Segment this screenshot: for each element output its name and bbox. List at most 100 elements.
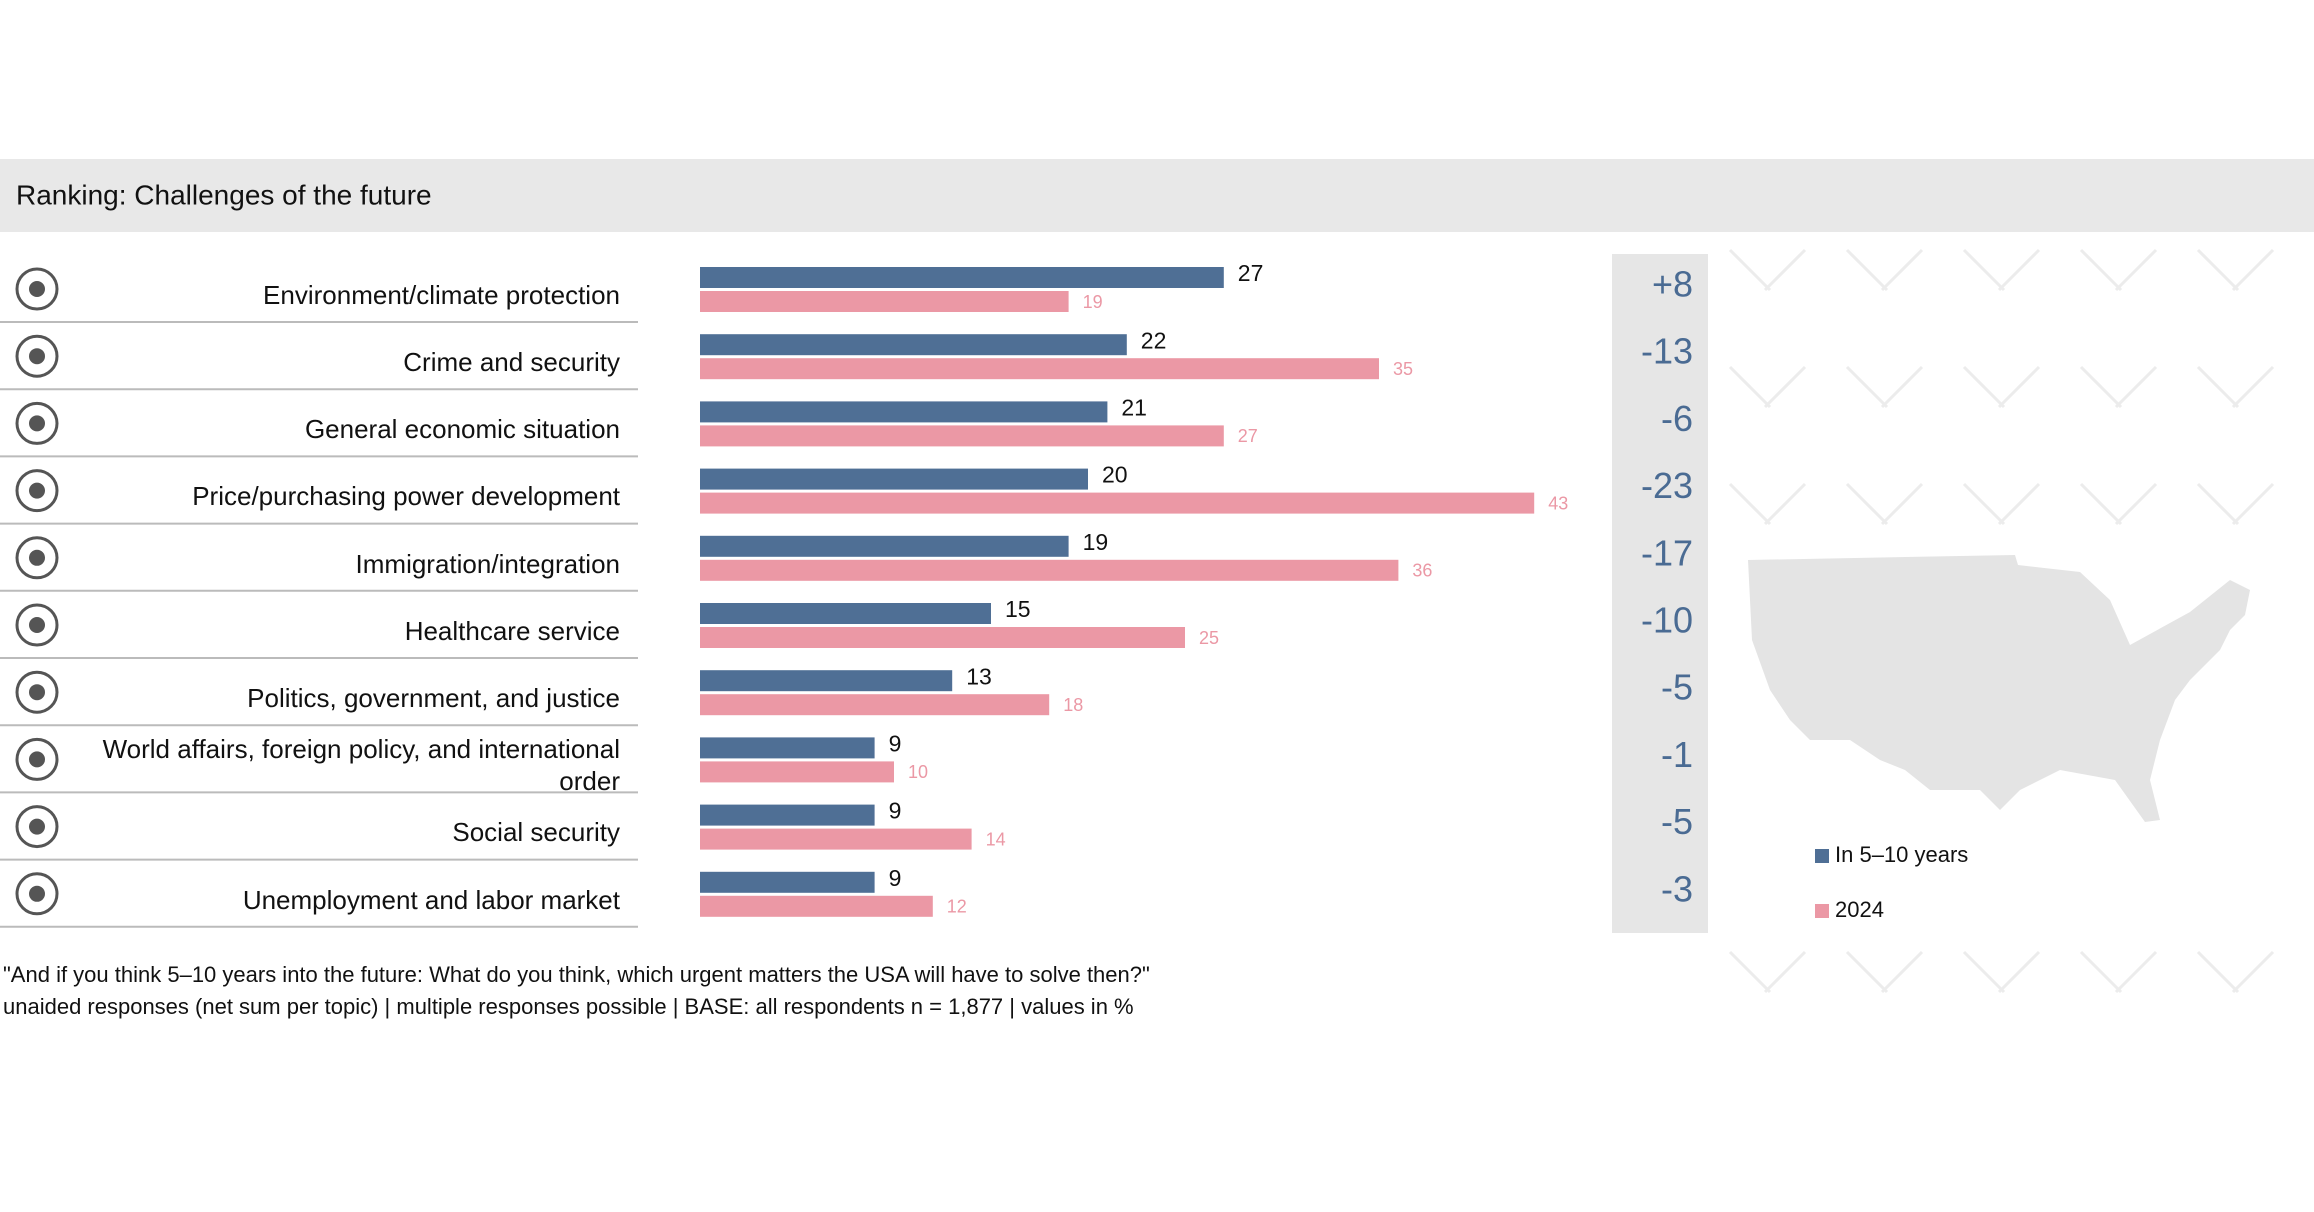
bar: [700, 492, 1535, 514]
bar: [700, 425, 1224, 447]
pattern-line: [2231, 248, 2275, 292]
row-icon: [15, 536, 59, 580]
value-label: 10: [908, 762, 928, 782]
row-icon: [15, 334, 59, 378]
us-map: [1748, 555, 2250, 822]
pattern-line: [1845, 248, 1889, 292]
value-label: 22: [1141, 327, 1167, 353]
pattern-line: [2231, 950, 2275, 994]
value-label: 20: [1102, 462, 1128, 488]
value-label: 13: [966, 663, 992, 689]
category-label: Price/purchasing power development: [192, 481, 620, 512]
legend-swatch: [1815, 849, 1829, 863]
row-icon: [29, 281, 45, 297]
row-icon: [15, 401, 59, 445]
row-icon: [29, 617, 45, 633]
pattern-line: [2114, 248, 2158, 292]
value-label: 27: [1238, 426, 1258, 446]
pattern-line: [2196, 248, 2240, 292]
value-label: 9: [889, 730, 902, 756]
row-icon: [15, 603, 59, 647]
value-label: 19: [1083, 292, 1103, 312]
legend-label: In 5–10 years: [1835, 842, 1968, 867]
bar: [700, 761, 894, 783]
row-icon: [15, 872, 59, 916]
bar: [700, 267, 1224, 288]
header-band: [0, 159, 2314, 232]
pattern-line: [1845, 950, 1889, 994]
pattern-line: [1997, 248, 2041, 292]
row-icon: [29, 348, 45, 365]
category-label: World affairs, foreign policy, and inter…: [102, 733, 620, 797]
bar: [700, 895, 933, 917]
pattern-line: [2079, 482, 2123, 526]
category-label: Crime and security: [403, 346, 620, 377]
value-label: 35: [1393, 359, 1413, 379]
difference-label: -6: [1661, 398, 1693, 439]
pattern-line: [1763, 950, 1807, 994]
value-label: 9: [889, 798, 902, 824]
row-icon: [29, 885, 45, 902]
bar: [700, 737, 875, 759]
row-icon: [29, 751, 45, 768]
bar: [700, 627, 1185, 648]
pattern-line: [2114, 365, 2158, 409]
category-label: General economic situation: [304, 414, 620, 445]
row-icon: [15, 267, 59, 311]
pattern-line: [1880, 365, 1924, 409]
difference-label: -10: [1641, 600, 1693, 641]
pattern-line: [1845, 482, 1889, 526]
row-icon: [29, 415, 45, 432]
bar: [700, 694, 1050, 716]
pattern-line: [2196, 365, 2240, 409]
pattern-line: [1728, 482, 1772, 526]
pattern-line: [1997, 950, 2041, 994]
pattern: [1728, 248, 2275, 994]
pattern-line: [1728, 365, 1772, 409]
row-icon: [29, 684, 45, 701]
value-label: 18: [1063, 695, 1083, 715]
row-icon: [15, 670, 59, 714]
chart-title: Ranking: Challenges of the future: [16, 179, 432, 210]
pattern-line: [2079, 365, 2123, 409]
value-label: 14: [986, 829, 1006, 849]
pattern-line: [2231, 365, 2275, 409]
bar: [700, 468, 1088, 490]
row-icon: [15, 737, 59, 781]
difference-label: -3: [1661, 868, 1693, 909]
bar: [700, 871, 875, 893]
pattern-line: [1880, 950, 1924, 994]
bar: [700, 670, 953, 692]
category-label: Politics, government, and justice: [247, 682, 620, 713]
pattern-line: [2114, 482, 2158, 526]
category-label: Healthcare service: [404, 615, 620, 646]
bar: [700, 603, 991, 624]
row-icon: [29, 482, 45, 499]
value-label: 9: [889, 865, 902, 891]
value-label: 19: [1083, 529, 1109, 555]
difference-label: +8: [1652, 264, 1693, 305]
bar: [700, 358, 1379, 380]
category-label: Environment/climate protection: [263, 279, 620, 310]
bar: [700, 828, 972, 850]
legend-label: 2024: [1835, 897, 1884, 922]
bar: [700, 804, 875, 826]
row-icon: [29, 549, 45, 566]
pattern-line: [1728, 950, 1772, 994]
footnote: "And if you think 5–10 years into the fu…: [3, 962, 1150, 987]
value-label: 27: [1238, 260, 1264, 286]
pattern-line: [1962, 365, 2006, 409]
pattern-line: [1845, 365, 1889, 409]
bar: [700, 291, 1069, 312]
value-label: 21: [1121, 394, 1147, 420]
pattern-line: [2196, 950, 2240, 994]
pattern-line: [2231, 482, 2275, 526]
pattern-line: [1763, 482, 1807, 526]
value-label: 36: [1412, 561, 1432, 581]
pattern-line: [1880, 482, 1924, 526]
pattern-line: [1763, 248, 1807, 292]
category-label: Social security: [452, 817, 620, 848]
difference-panel: [1612, 254, 1708, 933]
